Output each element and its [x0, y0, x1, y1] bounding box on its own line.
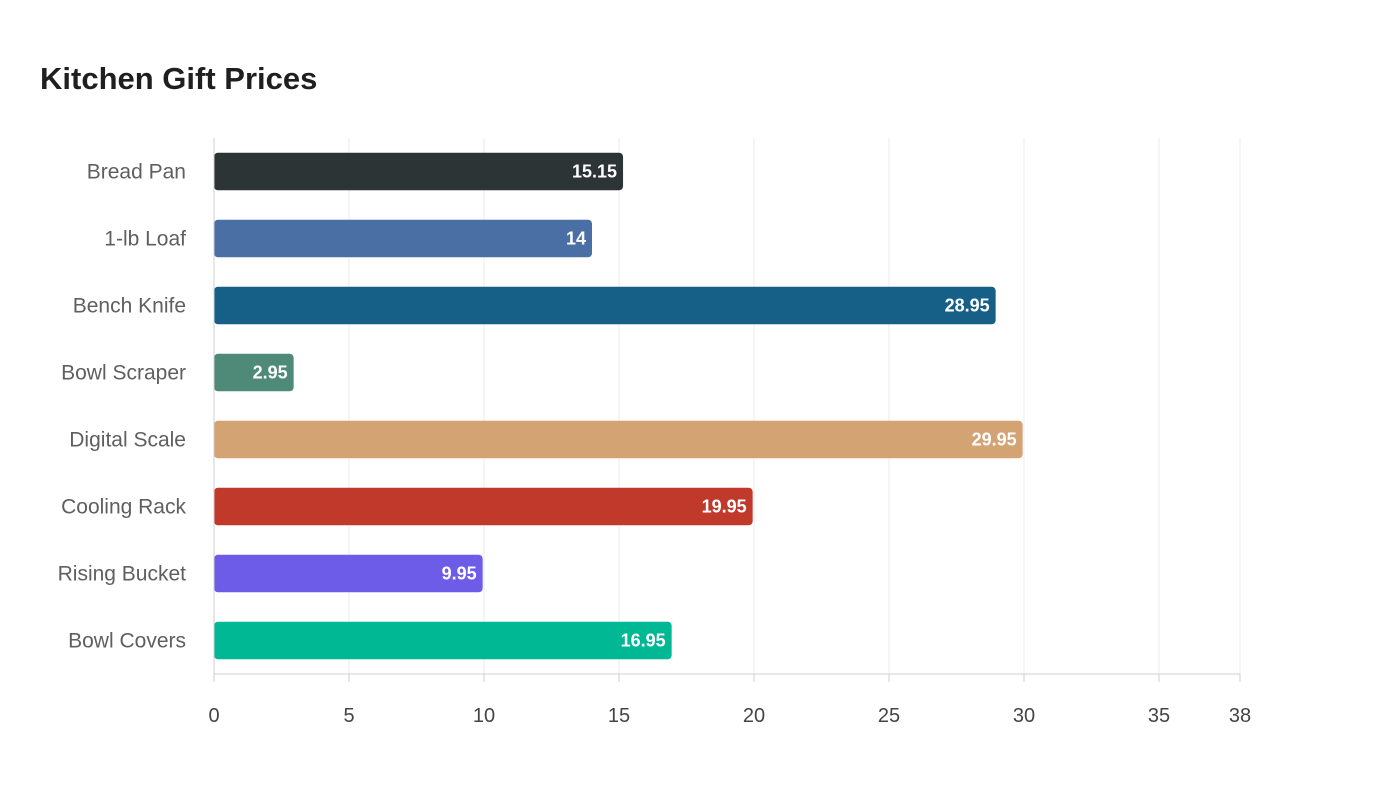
chart-title: Kitchen Gift Prices [40, 61, 318, 96]
x-tick-label: 0 [208, 705, 219, 727]
x-tick-label: 25 [878, 705, 900, 727]
value-label: 9.95 [442, 564, 477, 584]
value-label: 29.95 [972, 430, 1017, 450]
bar [214, 487, 753, 526]
x-tick-label: 15 [608, 705, 630, 727]
x-tick-labels: 0 5 10 15 20 25 30 35 38 [208, 705, 1251, 727]
value-label: 16.95 [621, 631, 666, 651]
bar [214, 152, 624, 191]
x-tick-label: 20 [743, 705, 765, 727]
bar [214, 554, 483, 593]
value-labels: 15.15 14 28.95 2.95 29.95 19.95 9.95 16.95 [253, 162, 1017, 651]
gridlines [348, 138, 1241, 674]
category-label: Rising Bucket [58, 563, 187, 586]
axes [213, 138, 1241, 682]
value-label: 28.95 [945, 296, 990, 316]
bar [214, 621, 672, 660]
x-tick-label: 35 [1148, 705, 1170, 727]
x-tick-label: 30 [1013, 705, 1035, 727]
value-label: 19.95 [702, 497, 747, 517]
category-label: Bread Pan [87, 161, 186, 184]
value-label: 2.95 [253, 363, 288, 383]
value-label: 15.15 [572, 162, 617, 182]
x-tick-label: 38 [1229, 705, 1251, 727]
bars [214, 152, 1023, 660]
x-tick-label: 10 [473, 705, 495, 727]
category-label: Bowl Covers [68, 630, 186, 653]
value-label: 14 [566, 229, 586, 249]
bar [214, 420, 1023, 459]
category-label: Bench Knife [73, 295, 186, 318]
x-tick-label: 5 [343, 705, 354, 727]
bar [214, 219, 592, 258]
category-label: Cooling Rack [61, 496, 186, 519]
category-label: Digital Scale [69, 429, 186, 452]
bar [214, 353, 294, 392]
bar [214, 286, 996, 325]
category-label: 1-lb Loaf [104, 228, 186, 251]
category-labels: Bread Pan 1-lb Loaf Bench Knife Bowl Scrape… [58, 161, 187, 653]
category-label: Bowl Scraper [61, 362, 186, 385]
